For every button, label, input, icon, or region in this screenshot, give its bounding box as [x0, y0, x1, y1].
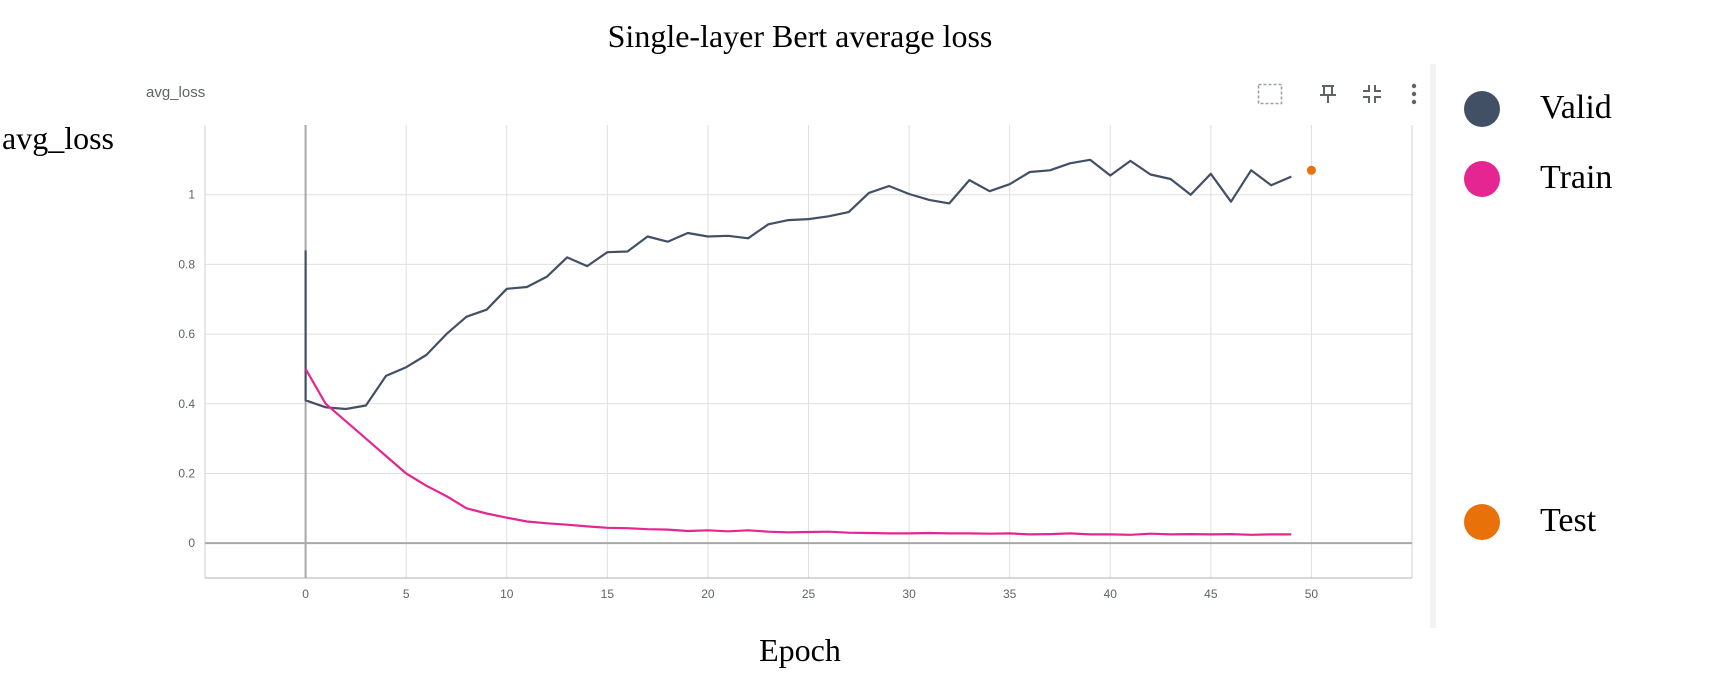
series-line-train	[304, 368, 1292, 536]
x-tick-label: 10	[500, 587, 514, 601]
series-line-valid	[304, 158, 1292, 411]
y-tick-label: 0	[188, 536, 195, 550]
x-tick-label: 5	[403, 587, 410, 601]
y-tick-label: 0.8	[178, 257, 195, 271]
fit-domain-icon[interactable]	[1256, 80, 1284, 108]
legend-item-train: Train	[1460, 155, 1700, 205]
y-tick-label: 0.2	[178, 466, 195, 480]
card-toolbar	[1240, 80, 1420, 110]
y-axis-label: avg_loss	[2, 120, 114, 156]
x-tick-label: 0	[302, 587, 309, 601]
legend-item-test: Test	[1460, 498, 1700, 548]
legend-label-valid: Valid	[1540, 89, 1612, 126]
legend-marker-train	[1464, 161, 1500, 197]
x-tick-label: 35	[1003, 587, 1017, 601]
x-tick-label: 20	[701, 587, 715, 601]
x-tick-label: 30	[902, 587, 916, 601]
x-tick-label: 50	[1305, 587, 1319, 601]
legend-label-train: Train	[1540, 159, 1613, 196]
card-title: avg_loss	[146, 84, 206, 101]
legend-label-test: Test	[1540, 502, 1597, 539]
legend-marker-test	[1464, 504, 1500, 540]
more-vert-icon[interactable]	[1400, 80, 1428, 108]
panel-divider	[1430, 64, 1436, 628]
x-tick-label: 25	[802, 587, 816, 601]
collapse-icon[interactable]	[1358, 80, 1386, 108]
y-tick-label: 0.4	[178, 397, 195, 411]
legend-item-valid: Valid	[1460, 85, 1700, 135]
pin-icon[interactable]	[1314, 80, 1342, 108]
x-tick-label: 40	[1104, 587, 1118, 601]
x-tick-label: 15	[601, 587, 615, 601]
y-tick-label: 1	[188, 188, 195, 202]
x-tick-label: 45	[1204, 587, 1218, 601]
x-axis-label: Epoch	[759, 632, 841, 668]
chart-title: Single-layer Bert average loss	[607, 18, 993, 54]
series-point-test	[1306, 165, 1316, 175]
y-tick-label: 0.6	[178, 327, 195, 341]
legend-marker-valid	[1464, 91, 1500, 127]
